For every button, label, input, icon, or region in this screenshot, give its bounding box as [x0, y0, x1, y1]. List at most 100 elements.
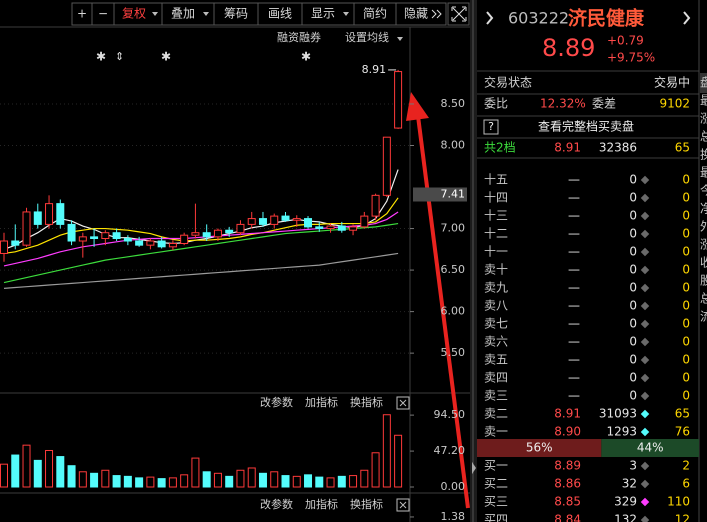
level-label: 卖四 — [484, 371, 508, 385]
level-count: 6 — [682, 477, 690, 491]
y-tick-label: 47.20 — [434, 444, 466, 457]
level-count: 0 — [682, 371, 690, 385]
level-count: 0 — [682, 317, 690, 331]
volume-bar — [202, 471, 211, 488]
button-label: 筹码 — [224, 7, 248, 21]
level-marker — [640, 427, 650, 437]
level-label: 十三 — [484, 209, 508, 223]
tool-link[interactable]: 加指标 — [305, 497, 338, 511]
level-marker — [640, 283, 650, 293]
tool-link[interactable]: 改参数 — [260, 395, 293, 409]
volume-bar — [0, 463, 8, 488]
level-volume: 0 — [629, 173, 637, 187]
level-price: — — [568, 299, 580, 313]
splitter-handle[interactable] — [472, 462, 476, 474]
level-price: 8.84 — [554, 513, 581, 522]
level-label: 买三 — [484, 495, 508, 509]
candle-body — [101, 232, 110, 240]
candle-body — [0, 240, 8, 254]
candle-body — [281, 215, 290, 221]
candle-body — [213, 229, 222, 238]
level-count: 0 — [682, 173, 690, 187]
side-label: 总 — [700, 130, 707, 144]
level-marker — [640, 355, 650, 365]
help-box[interactable] — [483, 119, 499, 135]
level-count: 0 — [682, 263, 690, 277]
candle-body — [180, 234, 189, 245]
level-label: 卖一 — [484, 425, 508, 439]
side-tab[interactable] — [700, 73, 707, 93]
next-icon[interactable] — [683, 11, 691, 25]
volume-bar — [281, 475, 290, 488]
y-tick-label: 8.50 — [441, 97, 466, 110]
margin-link[interactable]: 融资融券 — [277, 30, 321, 44]
level-marker — [640, 461, 650, 471]
help-icon[interactable]: ? — [488, 120, 494, 133]
cursor-label: 7.41 — [441, 187, 466, 200]
ma-line — [3, 252, 399, 289]
level-label: 十一 — [484, 245, 508, 259]
volume-bar — [337, 475, 346, 488]
full-book-link[interactable]: 查看完整档买卖盘 — [538, 119, 634, 134]
close-button[interactable] — [396, 396, 410, 410]
side-label: 换 — [700, 148, 707, 162]
level-price: — — [568, 281, 580, 295]
tool-link[interactable]: 改参数 — [260, 497, 293, 511]
level-label: 买二 — [484, 477, 508, 491]
volume-bar — [247, 467, 256, 488]
level-label: 卖三 — [484, 389, 508, 403]
level-volume: 0 — [629, 353, 637, 367]
level-label: 买四 — [484, 513, 508, 522]
arrow-head — [406, 92, 429, 121]
volume-bar — [157, 478, 166, 488]
level-count: 0 — [682, 227, 690, 241]
volume-bar — [45, 449, 54, 488]
tool-link[interactable]: 换指标 — [350, 395, 383, 409]
level-marker — [640, 373, 650, 383]
level-label: 卖二 — [484, 407, 508, 421]
ratio-value: 12.32% — [540, 97, 586, 111]
side-label: 收 — [700, 256, 707, 270]
button-label: 显示 — [311, 7, 335, 21]
side-label: 外 — [700, 220, 707, 234]
event-icon: ✱ — [301, 50, 311, 64]
volume-bar — [90, 472, 99, 488]
level-count: 0 — [682, 353, 690, 367]
close-icon — [399, 501, 407, 509]
level-count: 0 — [682, 191, 690, 205]
volume-bar — [270, 471, 279, 488]
close-button[interactable] — [396, 498, 410, 512]
volume-bar — [258, 472, 267, 488]
tool-link[interactable]: 加指标 — [305, 395, 338, 409]
tool-link[interactable]: 换指标 — [350, 497, 383, 511]
volume-bar — [360, 469, 369, 488]
stock-code: 603222 — [508, 9, 569, 28]
candle-body — [382, 136, 391, 196]
price-change: +0.79 — [607, 34, 644, 48]
level-count: 12 — [675, 513, 690, 522]
level-marker — [640, 409, 650, 419]
volume-bar — [101, 469, 110, 488]
last-price: 8.89 — [542, 34, 595, 62]
level-marker — [640, 319, 650, 329]
expand-icon — [451, 6, 467, 22]
candle-body — [90, 236, 99, 240]
hide-button[interactable] — [395, 2, 447, 26]
volume-bar — [236, 469, 245, 488]
candle-body — [349, 226, 358, 231]
level-marker — [640, 265, 650, 275]
level-price: 8.91 — [554, 407, 581, 421]
side-label: 总 — [700, 292, 707, 306]
volume-bar — [78, 471, 87, 488]
price-change-pct: +9.75% — [607, 51, 655, 65]
back-icon[interactable] — [486, 11, 494, 25]
y-tick-label: 7.00 — [441, 222, 466, 235]
button-label: 隐藏 — [404, 7, 428, 21]
arrow-shaft — [416, 115, 470, 509]
side-label: 最 — [700, 166, 707, 180]
level-label: 卖六 — [484, 335, 508, 349]
candle-body — [56, 203, 65, 225]
ma-setting-link[interactable]: 设置均线 — [345, 30, 389, 44]
level-label: 卖五 — [484, 353, 508, 367]
candle-body — [123, 238, 132, 242]
